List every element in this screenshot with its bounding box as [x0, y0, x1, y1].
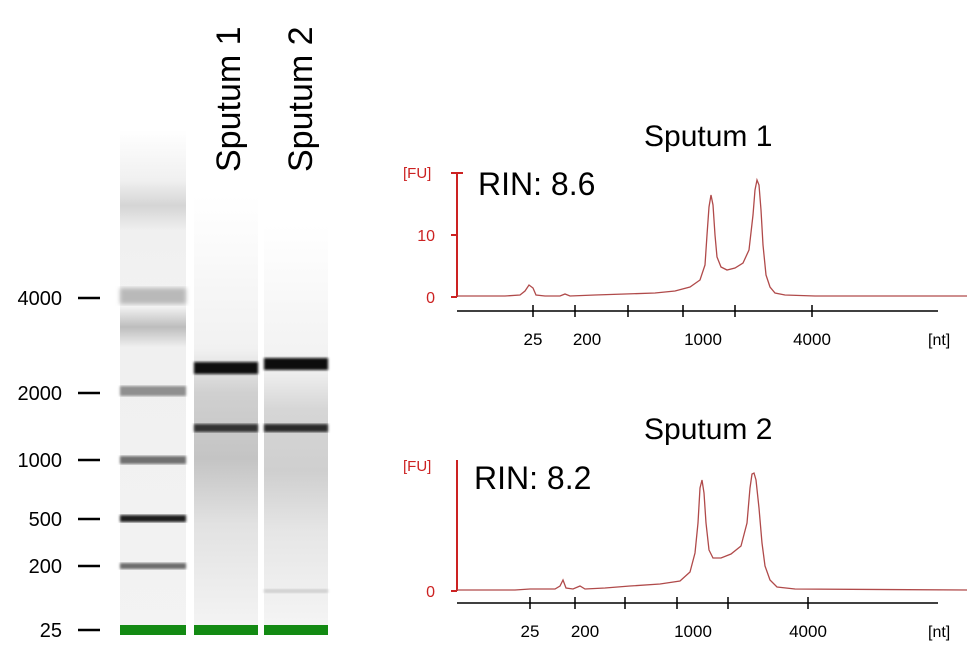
ladder-band-200 — [120, 563, 186, 569]
lane1-band-18s — [194, 424, 258, 432]
marker-band-lane1 — [194, 625, 258, 635]
plot1-xlabel: [nt] — [928, 332, 950, 349]
lane1-band-28s — [194, 362, 258, 374]
ladder-band-1000 — [120, 456, 186, 464]
plot2-xtick-1000: 1000 — [674, 622, 712, 641]
ladder-label-500: 500 — [29, 509, 62, 531]
plot1-xtick-1000: 1000 — [684, 330, 722, 349]
electropherogram-2: [FU] 0 25 200 1000 4000 [nt] — [403, 458, 967, 641]
plot2-rin: RIN: 8.2 — [474, 460, 592, 496]
ladder-band-500 — [120, 515, 186, 522]
electropherogram-1: [FU] 10 0 25 200 1000 4000 [nt] — [403, 165, 967, 349]
plot1-ytick-label-0: 0 — [426, 290, 435, 307]
ladder-label-4000: 4000 — [18, 288, 63, 310]
ladder-band-2000 — [120, 386, 186, 396]
plot2-xtick-200: 200 — [571, 622, 599, 641]
marker-band-ladder — [120, 625, 186, 635]
plot2-trace — [457, 472, 967, 591]
ladder-axis: 4000 2000 1000 500 200 25 — [18, 288, 100, 642]
plot1-rin: RIN: 8.6 — [478, 166, 596, 202]
plot1-trace — [457, 177, 967, 297]
plot1-xtick-25: 25 — [524, 330, 543, 349]
plot1-ylabel: [FU] — [403, 165, 431, 182]
ladder-label-25: 25 — [40, 620, 62, 642]
lane2-faint-band — [264, 589, 328, 593]
ladder-band-4000 — [120, 288, 186, 304]
ladder-label-1000: 1000 — [18, 450, 63, 472]
marker-band-lane2 — [264, 625, 328, 635]
ladder-label-200: 200 — [29, 556, 62, 578]
plot2-ytick-label-0: 0 — [426, 584, 435, 601]
plot1-title: Sputum 1 — [644, 120, 773, 153]
lane-label-sputum-2: Sputum 2 — [282, 26, 320, 172]
gel-image: 4000 2000 1000 500 200 25 — [18, 130, 328, 642]
lane2-band-28s — [264, 358, 328, 370]
plot2-title: Sputum 2 — [644, 413, 773, 446]
plot2-xtick-4000: 4000 — [789, 622, 827, 641]
plot1-ytick-label-10: 10 — [417, 228, 435, 245]
plot2-xlabel: [nt] — [928, 624, 950, 641]
lane2-band-18s — [264, 424, 328, 432]
ladder-label-2000: 2000 — [18, 383, 63, 405]
lane-label-sputum-1: Sputum 1 — [210, 26, 248, 172]
plot2-ylabel: [FU] — [403, 458, 431, 475]
plot1-xtick-200: 200 — [573, 330, 601, 349]
ladder-lane — [120, 130, 186, 635]
plot1-xtick-4000: 4000 — [793, 330, 831, 349]
sample-lane-1 — [194, 195, 258, 635]
plot2-xtick-25: 25 — [521, 622, 540, 641]
